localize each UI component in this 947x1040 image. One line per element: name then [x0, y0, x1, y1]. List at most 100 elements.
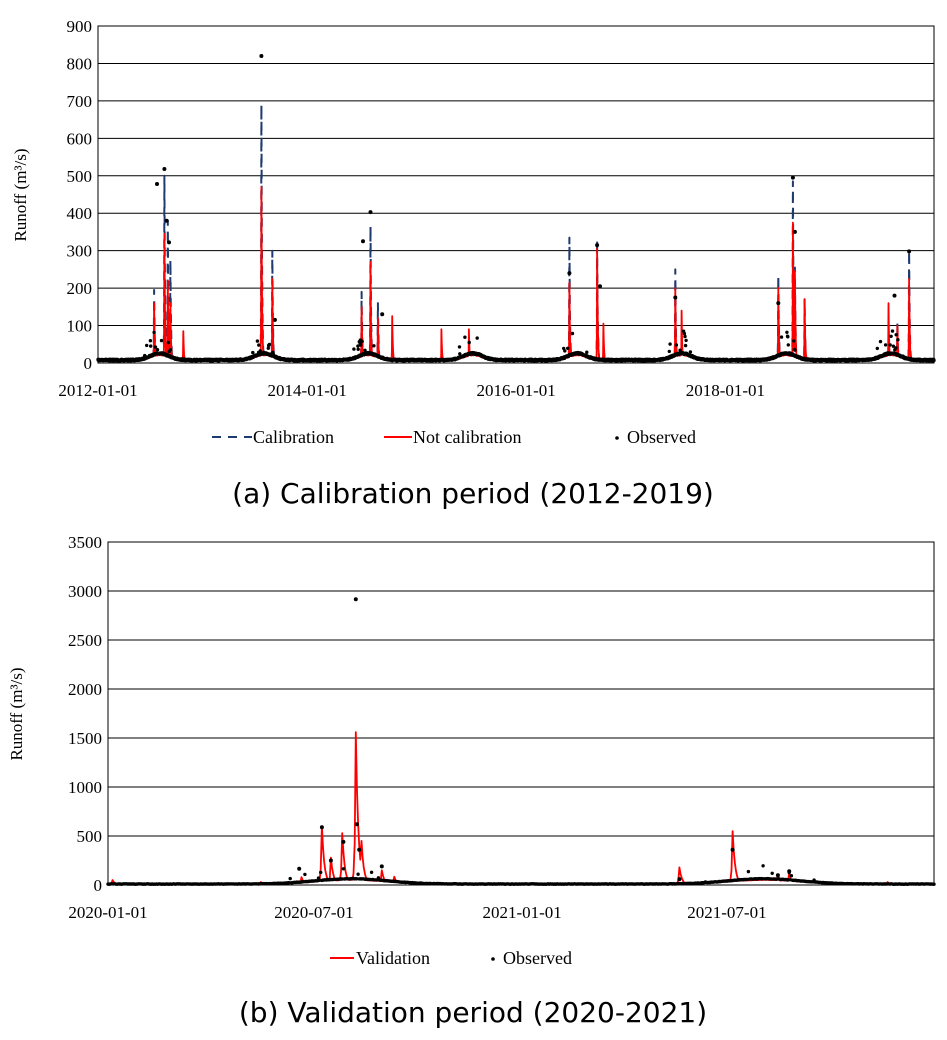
y-tick-label: 900: [67, 17, 93, 36]
panel-a-x-tick-labels: 2012-01-01 2014-01-01 2016-01-01 2018-01-01: [58, 381, 765, 400]
observed-point: [932, 358, 936, 363]
x-tick-label: 2014-01-01: [268, 381, 347, 400]
legend-not-calibration-label: Not calibration: [413, 427, 521, 447]
observed-point: [779, 335, 784, 339]
x-tick-label: 2012-01-01: [58, 381, 137, 400]
observed-point: [896, 338, 900, 342]
observed-peak-point: [790, 175, 795, 180]
x-tick-label: 2018-01-01: [686, 381, 765, 400]
panel-b-legend: Validation Observed: [330, 948, 572, 968]
panel-b-y-tick-labels: 0 500 1000 1500 2000 2500 3000 3500: [68, 533, 102, 895]
observed-point: [359, 343, 363, 347]
y-tick-label: 500: [77, 827, 103, 846]
observed-point: [891, 344, 896, 348]
y-tick-label: 2000: [68, 680, 102, 699]
observed-peak-point: [379, 864, 384, 869]
observed-point: [889, 334, 893, 338]
y-tick-label: 300: [67, 242, 93, 261]
observed-peak-point: [328, 858, 333, 863]
observed-point: [894, 333, 898, 337]
panel-a-y-axis-label: Runoff (m³/s): [11, 148, 30, 241]
observed-point: [467, 340, 471, 345]
observed-peak-point: [673, 295, 678, 300]
observed-peak-point: [162, 167, 167, 171]
observed-point: [356, 347, 360, 351]
observed-point: [149, 344, 153, 348]
observed-peak-point: [567, 271, 572, 276]
observed-point: [786, 343, 790, 347]
panel-a-gridlines: [98, 62, 934, 327]
observed-point: [667, 349, 671, 354]
x-tick-label: 2021-01-01: [482, 903, 561, 922]
observed-point: [678, 348, 682, 352]
legend-observed-label-b: Observed: [503, 948, 572, 968]
observed-point: [890, 329, 895, 333]
x-tick-label: 2020-01-01: [68, 903, 147, 922]
observed-peak-point: [792, 229, 797, 234]
observed-point: [888, 343, 892, 347]
observed-peak-point: [361, 239, 365, 244]
panel-b-y-axis-label: Runoff (m³/s): [7, 667, 26, 760]
x-tick-label: 2021-07-01: [687, 903, 766, 922]
observed-peak-point: [272, 317, 277, 322]
panel-a-plot-area: [97, 25, 935, 364]
observed-point: [793, 348, 797, 352]
y-tick-label: 3500: [68, 533, 102, 552]
observed-peak-point: [368, 210, 373, 215]
observed-point: [785, 330, 789, 334]
observed-point: [148, 339, 153, 343]
observed-point: [683, 343, 688, 348]
observed-peak-point: [380, 312, 385, 317]
panel-b-x-tick-labels: 2020-01-01 2020-07-01 2021-01-01 2021-07-01: [68, 903, 766, 922]
observed-point: [257, 343, 261, 347]
observed-point: [875, 346, 879, 351]
observed-point: [761, 864, 765, 868]
observed-point: [878, 339, 883, 344]
observed-point: [251, 350, 255, 355]
observed-peak-point: [595, 243, 600, 248]
observed-point: [360, 339, 364, 344]
observed-point: [166, 340, 171, 345]
observed-point: [152, 330, 156, 335]
observed-point: [267, 342, 272, 347]
observed-point: [883, 343, 888, 347]
observed-point: [168, 348, 173, 352]
observed-point: [369, 870, 374, 874]
observed-point: [932, 882, 936, 886]
observed-point: [688, 350, 693, 354]
observed-point: [786, 335, 790, 339]
observed-point: [792, 339, 796, 343]
observed-peak-point: [357, 847, 362, 852]
observed-peak-point: [297, 866, 302, 871]
legend-observed-marker: [615, 436, 619, 440]
observed-point: [255, 339, 260, 343]
legend-observed-marker-b: [491, 957, 495, 961]
observed-point: [356, 344, 360, 348]
observed-point: [303, 872, 307, 877]
panel-a-legend: Calibration Not calibration Observed: [212, 427, 696, 447]
observed-point: [682, 331, 687, 336]
observed-point: [341, 867, 346, 871]
observed-point: [458, 352, 462, 356]
observed-point: [159, 338, 164, 343]
panel-b-caption: (b) Validation period (2020-2021): [239, 996, 707, 1029]
observed-peak-point: [776, 301, 781, 306]
legend-observed-label: Observed: [627, 427, 696, 447]
x-tick-label: 2016-01-01: [476, 381, 555, 400]
y-tick-label: 2500: [68, 631, 102, 650]
observed-point: [463, 335, 467, 339]
observed-point: [266, 346, 270, 350]
observed-peak-point: [907, 249, 912, 254]
y-tick-label: 500: [67, 167, 93, 186]
y-tick-label: 700: [67, 92, 93, 111]
observed-peak-point: [775, 873, 780, 878]
observed-peak-point: [341, 839, 346, 844]
observed-peak-point: [353, 597, 358, 602]
observed-point: [288, 876, 292, 881]
observed-peak-point: [892, 293, 897, 298]
observed-peak-point: [164, 218, 169, 223]
y-tick-label: 1500: [68, 729, 102, 748]
observed-peak-point: [730, 847, 735, 852]
